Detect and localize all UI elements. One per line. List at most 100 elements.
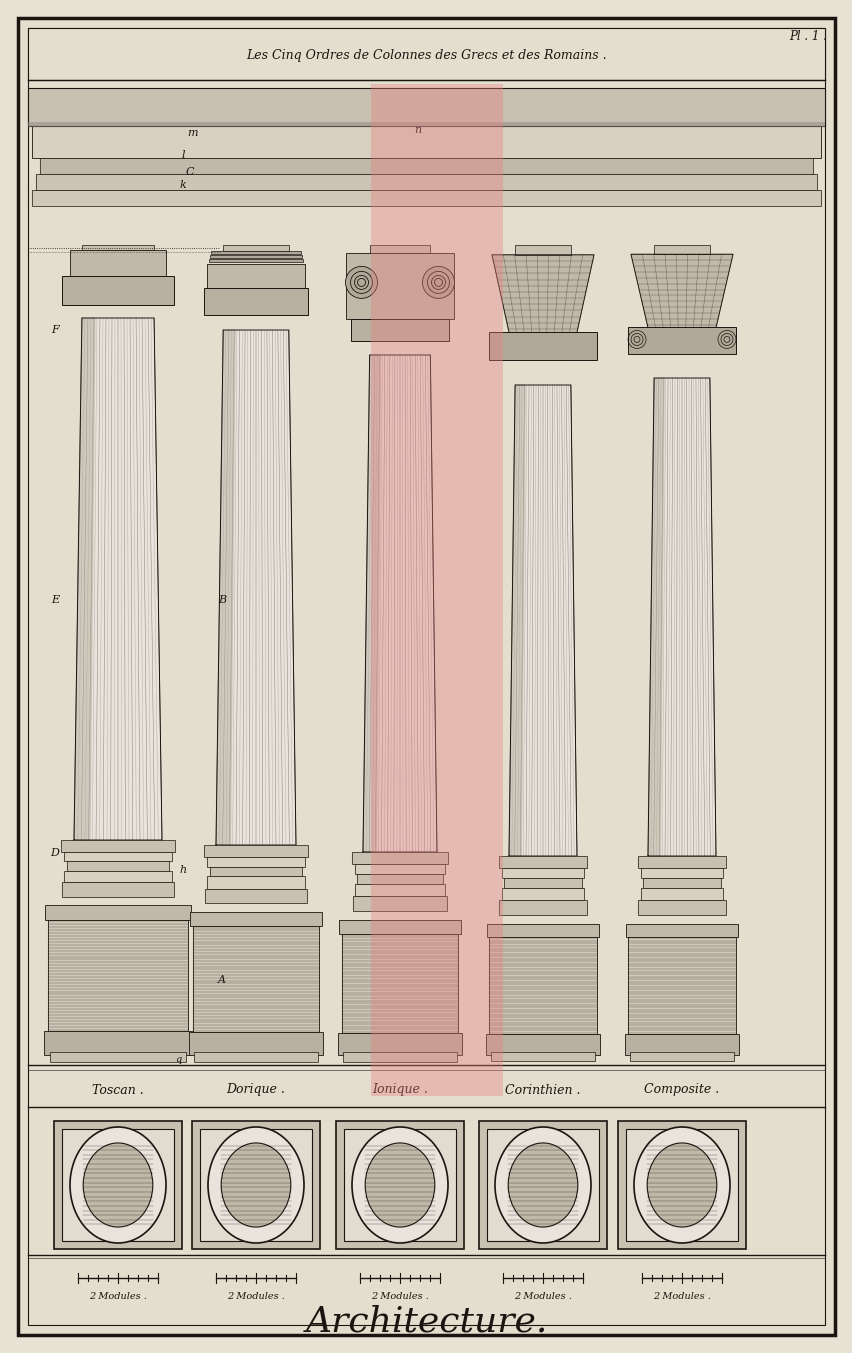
Bar (371, 84, 503, 1096)
Bar (208, 260, 303, 262)
Bar (50, 1051, 186, 1062)
Bar (337, 1034, 462, 1055)
Bar (45, 905, 191, 920)
Bar (54, 1122, 181, 1249)
Bar (642, 878, 720, 888)
Bar (343, 1053, 457, 1062)
Text: Les Cinq Ordres de Colonnes des Grecs et des Romains .: Les Cinq Ordres de Colonnes des Grecs et… (246, 49, 606, 61)
Bar (338, 920, 461, 934)
Bar (501, 869, 584, 878)
Bar (70, 250, 166, 276)
Polygon shape (216, 330, 296, 846)
Polygon shape (363, 354, 380, 852)
Bar (28, 28, 824, 80)
Bar (82, 245, 154, 250)
Polygon shape (74, 318, 162, 840)
Bar (637, 856, 725, 869)
Ellipse shape (365, 1143, 435, 1227)
Bar (28, 88, 824, 126)
Ellipse shape (83, 1143, 153, 1227)
Bar (489, 331, 596, 360)
Ellipse shape (352, 1127, 447, 1243)
Polygon shape (630, 254, 732, 354)
Text: 2 Modules .: 2 Modules . (89, 1292, 147, 1302)
Polygon shape (216, 330, 235, 846)
Bar (67, 862, 169, 870)
Text: k: k (180, 180, 186, 189)
Bar (211, 250, 301, 254)
Bar (369, 245, 430, 253)
Bar (501, 888, 584, 900)
Bar (352, 852, 447, 865)
Bar (193, 927, 319, 1032)
Bar (354, 884, 445, 896)
Bar (640, 869, 722, 878)
Bar (638, 900, 725, 915)
Bar (204, 889, 307, 904)
Text: 2 Modules .: 2 Modules . (371, 1292, 429, 1302)
Bar (498, 856, 586, 869)
Text: h: h (179, 865, 187, 875)
Text: q: q (175, 1055, 181, 1063)
Text: D: D (50, 848, 60, 858)
Bar (628, 938, 735, 1034)
Text: B: B (217, 595, 226, 605)
Bar (625, 1034, 738, 1055)
Bar (207, 856, 304, 867)
Bar (499, 900, 586, 915)
Bar (188, 1032, 323, 1055)
Polygon shape (492, 254, 593, 360)
Text: C: C (186, 166, 194, 177)
Text: 2 Modules .: 2 Modules . (653, 1292, 710, 1302)
Text: Dorique .: Dorique . (227, 1084, 285, 1096)
Text: Corinthien .: Corinthien . (504, 1084, 580, 1096)
Bar (653, 245, 709, 254)
Bar (486, 924, 599, 938)
Bar (199, 1128, 312, 1241)
Ellipse shape (633, 1127, 729, 1243)
Text: Architecture.: Architecture. (305, 1306, 547, 1339)
Ellipse shape (221, 1143, 291, 1227)
Ellipse shape (208, 1127, 303, 1243)
Bar (44, 1031, 192, 1055)
Bar (489, 938, 596, 1034)
Bar (194, 1053, 317, 1062)
Bar (189, 912, 322, 927)
Text: Pl . 1 .: Pl . 1 . (788, 30, 826, 43)
Bar (192, 1122, 320, 1249)
Text: m: m (187, 129, 197, 138)
Circle shape (422, 267, 454, 299)
Bar (343, 1128, 456, 1241)
Bar (204, 287, 308, 315)
Bar (357, 874, 442, 884)
Bar (32, 189, 820, 206)
Bar (206, 264, 305, 287)
Bar (625, 1128, 737, 1241)
Bar (625, 924, 738, 938)
Polygon shape (648, 377, 715, 856)
Polygon shape (363, 354, 436, 852)
Bar (207, 877, 304, 889)
Bar (618, 1122, 746, 1249)
Text: E: E (51, 595, 59, 605)
Bar (61, 276, 174, 304)
Text: 2 Modules .: 2 Modules . (514, 1292, 572, 1302)
Bar (223, 245, 289, 250)
Polygon shape (509, 386, 576, 856)
Bar (504, 878, 581, 888)
Ellipse shape (494, 1127, 590, 1243)
Bar (486, 1034, 600, 1055)
Text: Ionique .: Ionique . (371, 1084, 428, 1096)
Bar (336, 1122, 463, 1249)
Bar (352, 896, 446, 911)
Bar (40, 158, 812, 175)
Bar (490, 1053, 595, 1061)
Bar (32, 126, 820, 158)
Ellipse shape (647, 1143, 716, 1227)
Bar (210, 256, 302, 258)
Bar (60, 840, 175, 851)
Bar (351, 319, 448, 341)
Text: n: n (414, 124, 421, 135)
Ellipse shape (508, 1143, 577, 1227)
Text: Composite .: Composite . (643, 1084, 719, 1096)
